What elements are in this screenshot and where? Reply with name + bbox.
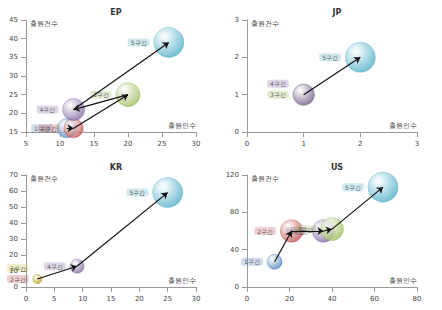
svg-text:120: 120 [226, 171, 239, 179]
svg-text:2구간: 2구간 [10, 276, 26, 283]
svg-text:60: 60 [370, 295, 379, 303]
svg-text:US: US [331, 163, 343, 172]
svg-text:출원인수: 출원인수 [389, 122, 417, 130]
svg-text:4구간: 4구간 [40, 106, 56, 113]
svg-text:80: 80 [413, 295, 422, 303]
svg-text:출원인수: 출원인수 [168, 122, 196, 130]
svg-text:4구간: 4구간 [270, 80, 286, 87]
svg-text:25: 25 [9, 91, 18, 99]
svg-text:20: 20 [285, 295, 294, 303]
svg-text:5: 5 [24, 140, 28, 148]
svg-text:15: 15 [90, 140, 99, 148]
svg-text:10: 10 [56, 140, 65, 148]
svg-text:40: 40 [9, 35, 18, 43]
svg-text:50: 50 [9, 203, 18, 211]
svg-text:20: 20 [124, 140, 133, 148]
svg-text:출원건수: 출원건수 [30, 20, 58, 28]
svg-text:3구간: 3구간 [92, 91, 109, 99]
svg-text:5구간: 5구간 [345, 184, 361, 191]
svg-text:0: 0 [235, 128, 239, 136]
svg-text:출원인수: 출원인수 [389, 277, 417, 285]
svg-text:20: 20 [9, 251, 18, 259]
svg-text:15: 15 [9, 128, 18, 136]
svg-text:출원건수: 출원건수 [251, 175, 279, 183]
svg-text:3: 3 [235, 16, 239, 24]
svg-text:60: 60 [9, 187, 18, 195]
svg-text:45: 45 [9, 16, 18, 24]
svg-text:0: 0 [14, 283, 18, 291]
svg-text:JP: JP [332, 8, 342, 17]
svg-text:5: 5 [52, 295, 56, 303]
svg-text:30: 30 [9, 72, 18, 80]
svg-text:25: 25 [163, 295, 172, 303]
svg-text:출원인수: 출원인수 [168, 277, 196, 285]
svg-text:40: 40 [230, 246, 239, 254]
svg-text:KR: KR [110, 163, 122, 172]
svg-text:5구간: 5구간 [130, 189, 146, 196]
svg-text:10: 10 [78, 295, 87, 303]
svg-text:3구간: 3구간 [270, 91, 286, 98]
svg-text:3구간: 3구간 [10, 265, 26, 272]
svg-text:70: 70 [9, 171, 18, 179]
svg-text:30: 30 [192, 295, 201, 303]
svg-text:출원건수: 출원건수 [30, 175, 58, 183]
svg-text:40: 40 [9, 219, 18, 227]
svg-text:5구간: 5구간 [131, 39, 147, 46]
svg-text:30: 30 [9, 235, 18, 243]
svg-text:1구간: 1구간 [244, 258, 260, 265]
svg-text:15: 15 [107, 295, 116, 303]
svg-text:20: 20 [135, 295, 144, 303]
svg-text:2구간: 2구간 [41, 125, 57, 132]
svg-text:2: 2 [235, 53, 239, 61]
svg-text:3구간: 3구간 [297, 225, 314, 233]
svg-text:80: 80 [230, 208, 239, 216]
svg-text:0: 0 [245, 140, 249, 148]
svg-text:2: 2 [358, 140, 362, 148]
svg-text:25: 25 [158, 140, 167, 148]
svg-text:0: 0 [245, 295, 249, 303]
svg-text:0: 0 [235, 283, 239, 291]
svg-text:출원건수: 출원건수 [251, 20, 279, 28]
svg-text:1: 1 [301, 140, 305, 148]
svg-text:3: 3 [415, 140, 419, 148]
svg-text:0: 0 [24, 295, 28, 303]
svg-text:35: 35 [9, 53, 18, 61]
svg-text:4구간: 4구간 [47, 263, 63, 270]
svg-text:30: 30 [192, 140, 201, 148]
svg-text:20: 20 [9, 109, 18, 117]
svg-text:5구간: 5구간 [322, 54, 338, 61]
svg-text:2구간: 2구간 [257, 228, 273, 235]
svg-text:EP: EP [110, 8, 121, 17]
svg-text:40: 40 [328, 295, 337, 303]
svg-text:1: 1 [235, 91, 239, 99]
